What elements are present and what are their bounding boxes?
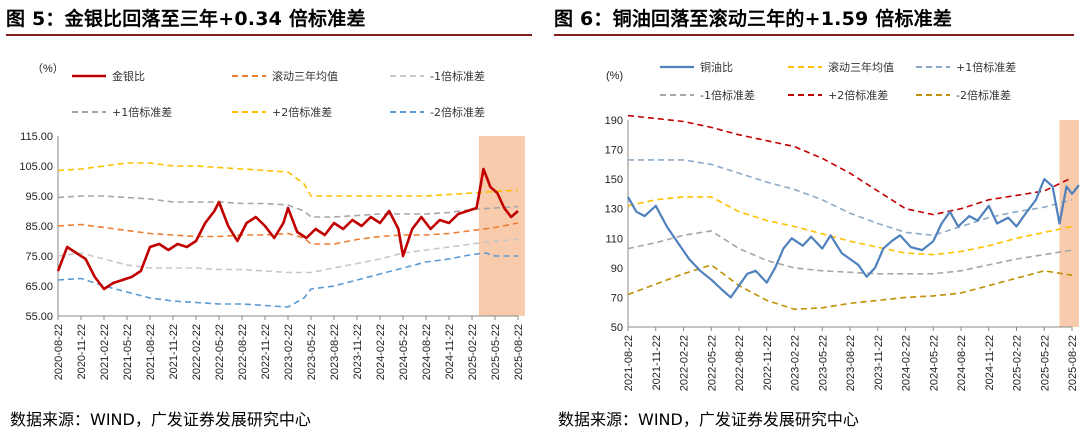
series-line-4 — [57, 162, 519, 197]
legend-label: 金银比 — [112, 69, 145, 83]
x-tick-label: 2024-08-22 — [956, 335, 968, 391]
y-tick-label: 65.00 — [25, 281, 53, 293]
legend-label: -2倍标准差 — [956, 88, 1011, 102]
x-tick-label: 2021-11-22 — [651, 335, 663, 390]
legend-label: -1倍标准差 — [700, 88, 755, 102]
x-tick-label: 2021-08-22 — [145, 324, 157, 380]
x-tick-label: 2025-02-22 — [467, 324, 479, 380]
series-line-3 — [57, 195, 519, 218]
legend-label: 滚动三年均值 — [828, 60, 894, 74]
x-tick-label: 2025-02-22 — [1012, 335, 1024, 391]
chart-panel-gold-silver: 图 5：金银比回落至三年+0.34 倍标准差 55.00 65.00 75.00 85… — [0, 0, 538, 434]
x-tick-label: 2023-08-22 — [329, 324, 341, 380]
y-tick-label: 90 — [611, 263, 623, 275]
x-tick-label: 2024-11-22 — [984, 335, 996, 390]
series-line-2 — [57, 238, 519, 274]
x-tick-label: 2023-05-22 — [817, 335, 829, 391]
x-tick-label: 2021-11-22 — [168, 324, 180, 379]
legend-label: +2倍标准差 — [828, 88, 888, 102]
y-axis-label: (%) — [606, 70, 623, 82]
y-axis-label: （%） — [32, 62, 64, 75]
x-tick-label: 2024-05-22 — [398, 324, 410, 380]
x-tick-label: 2021-08-22 — [623, 335, 635, 391]
y-tick-label: 170 — [605, 145, 623, 157]
y-tick-label: 105.00 — [19, 161, 53, 173]
legend-label: +2倍标准差 — [272, 105, 332, 119]
x-tick-label: 2023-02-22 — [790, 335, 802, 391]
legend-label: -2倍标准差 — [430, 105, 485, 119]
y-tick-label: 130 — [605, 204, 623, 216]
x-tick-label: 2024-05-22 — [928, 335, 940, 391]
chart-title: 图 6：铜油回落至滚动三年的+1.59 倍标准差 — [554, 8, 953, 30]
legend-label: +1倍标准差 — [112, 105, 172, 119]
series-line-1 — [627, 196, 1073, 256]
x-tick-label: 2025-08-22 — [513, 324, 525, 380]
x-tick-label: 2022-02-22 — [191, 324, 203, 380]
legend-label: 滚动三年均值 — [272, 69, 338, 83]
title-divider — [6, 34, 532, 36]
legend-label: +1倍标准差 — [956, 60, 1016, 74]
series-line-0 — [627, 178, 1080, 299]
chart-title: 图 5：金银比回落至三年+0.34 倍标准差 — [6, 8, 366, 30]
x-tick-label: 2024-02-22 — [901, 335, 913, 391]
x-tick-label: 2023-05-22 — [306, 324, 318, 380]
series-line-4 — [627, 114, 1073, 216]
y-tick-label: 75.00 — [25, 251, 53, 263]
x-tick-label: 2022-11-22 — [762, 335, 774, 390]
x-tick-label: 2024-02-22 — [375, 324, 387, 380]
series-line-5 — [57, 252, 518, 308]
series-line-3 — [627, 230, 1073, 275]
x-tick-label: 2022-08-22 — [734, 335, 746, 391]
highlight-band — [1059, 120, 1079, 327]
x-tick-label: 2022-05-22 — [706, 335, 718, 391]
legend-label: 铜油比 — [700, 60, 733, 74]
x-tick-label: 2021-05-22 — [122, 324, 134, 380]
series-line-2 — [628, 159, 1073, 237]
series-line-1 — [57, 222, 519, 245]
x-tick-label: 2022-11-22 — [260, 324, 272, 379]
x-tick-label: 2024-08-22 — [421, 324, 433, 380]
x-tick-label: 2020-11-22 — [76, 324, 88, 379]
x-tick-label: 2025-08-22 — [1067, 335, 1079, 391]
y-tick-label: 70 — [611, 292, 623, 304]
x-tick-label: 2023-08-22 — [845, 335, 857, 391]
x-tick-label: 2025-05-22 — [1039, 335, 1051, 391]
series-line-0 — [56, 167, 519, 291]
y-tick-label: 50 — [611, 322, 623, 334]
title-divider — [554, 34, 1074, 36]
source-note: 数据来源：WIND，广发证券发展研究中心 — [10, 410, 311, 429]
y-tick-label: 115.00 — [20, 131, 53, 143]
x-tick-label: 2023-11-22 — [873, 335, 885, 390]
source-note: 数据来源：WIND，广发证券发展研究中心 — [558, 410, 859, 429]
x-tick-label: 2022-05-22 — [214, 324, 226, 380]
x-tick-label: 2020-08-22 — [53, 324, 65, 380]
legend-label: -1倍标准差 — [430, 69, 485, 83]
y-tick-label: 150 — [605, 174, 623, 186]
x-tick-label: 2025-05-22 — [490, 324, 502, 380]
chart-panel-copper-oil: 图 6：铜油回落至滚动三年的+1.59 倍标准差 50 70 90 110 130 150… — [548, 0, 1080, 434]
y-tick-label: 110 — [605, 233, 623, 245]
y-tick-label: 55.00 — [25, 311, 53, 323]
copper-oil-chart: 50 70 90 110 130 150 170 190 (%) 2021-08-22 2021-1… — [605, 60, 1080, 391]
x-tick-label: 2022-02-22 — [679, 335, 691, 391]
y-tick-label: 190 — [605, 115, 623, 127]
x-tick-label: 2021-02-22 — [99, 324, 111, 380]
y-tick-label: 85.00 — [25, 221, 53, 233]
highlight-band — [478, 136, 525, 316]
x-tick-label: 2023-02-22 — [283, 324, 295, 380]
x-tick-label: 2022-08-22 — [237, 324, 249, 380]
gold-silver-chart: 55.00 65.00 75.00 85.00 95.00 105.00 115.00 （%）… — [19, 62, 525, 380]
x-tick-label: 2024-11-22 — [444, 324, 456, 379]
y-tick-label: 95.00 — [25, 191, 53, 203]
x-tick-label: 2023-11-22 — [352, 324, 364, 379]
